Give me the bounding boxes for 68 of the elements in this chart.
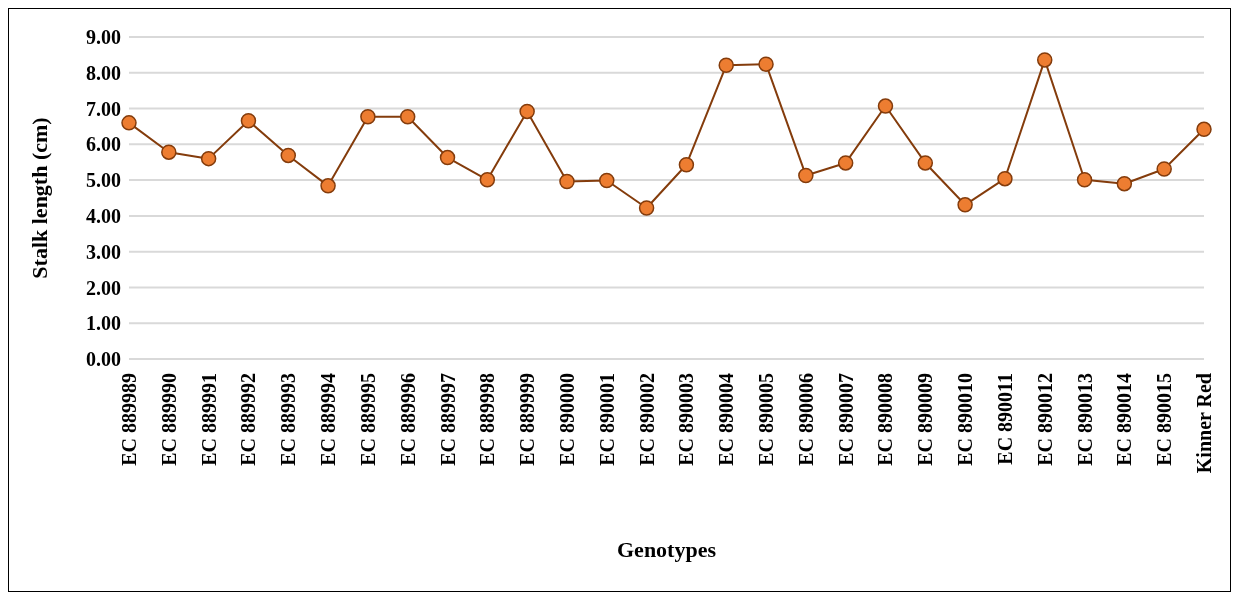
point	[599, 172, 615, 189]
point	[479, 172, 496, 188]
y-tick-label: 9.00	[86, 26, 121, 49]
point	[877, 98, 894, 114]
point	[798, 167, 814, 184]
x-tick-label: EC 890013	[1073, 373, 1096, 466]
point	[240, 112, 257, 129]
point	[320, 178, 336, 194]
y-tick-label: 4.00	[86, 204, 121, 227]
y-axis-title: Stalk length (cm)	[26, 117, 52, 279]
x-tick-label: EC 890008	[874, 373, 897, 466]
point	[1196, 121, 1212, 138]
y-tick-label: 2.00	[86, 276, 121, 299]
x-tick-label: EC 889995	[356, 373, 379, 466]
x-tick-label: EC 889992	[237, 373, 260, 466]
point	[1036, 52, 1053, 68]
x-tick-label: EC 890005	[755, 373, 778, 466]
x-tick-label: EC 889999	[516, 373, 539, 466]
point	[161, 144, 177, 160]
y-tick-label: 0.00	[86, 348, 121, 371]
point	[957, 197, 973, 213]
y-tick-label: 1.00	[86, 312, 121, 335]
x-tick-label: EC 890001	[595, 373, 618, 466]
point	[997, 170, 1013, 187]
x-tick-label: EC 890006	[794, 373, 817, 466]
y-tick-label: 5.00	[86, 169, 121, 192]
x-tick-label: EC 889998	[476, 373, 499, 466]
x-tick-label: EC 890000	[555, 373, 578, 466]
point	[360, 109, 376, 125]
y-tick-label: 3.00	[86, 240, 121, 263]
x-tick-label: EC 890002	[635, 373, 658, 466]
x-tick-label: EC 890009	[914, 373, 937, 466]
x-axis-title: Genotypes	[617, 537, 717, 562]
point	[439, 149, 456, 166]
y-tick-label: 7.00	[86, 97, 121, 120]
x-tick-label: EC 889993	[277, 373, 300, 466]
point	[638, 200, 655, 216]
point	[1156, 161, 1172, 177]
x-tick-label: EC 890007	[834, 373, 857, 466]
point	[280, 147, 297, 164]
point	[917, 155, 934, 171]
x-tick-label: EC 890011	[993, 373, 1016, 465]
point	[200, 150, 217, 167]
point	[758, 56, 774, 72]
point	[121, 115, 137, 131]
x-tick-label: EC 889994	[317, 373, 340, 466]
x-tick-label: EC 889989	[118, 373, 140, 466]
point	[718, 57, 734, 74]
point	[1076, 172, 1093, 188]
point	[559, 173, 575, 190]
x-tick-label: EC 890003	[675, 373, 698, 466]
x-tick-label: EC 890010	[954, 373, 977, 466]
point	[1116, 175, 1133, 192]
x-tick-label: Kinner Red	[1193, 373, 1215, 474]
point	[678, 156, 695, 173]
y-tick-label: 8.00	[86, 61, 121, 84]
y-tick-label: 6.00	[86, 133, 121, 156]
point	[837, 155, 854, 171]
x-tick-label: EC 889997	[436, 373, 459, 466]
x-tick-label: EC 889996	[396, 373, 419, 466]
point	[399, 109, 416, 125]
x-tick-label: EC 890012	[1033, 373, 1056, 466]
x-tick-label: EC 890014	[1113, 373, 1136, 466]
x-tick-label: EC 889990	[157, 373, 180, 466]
x-tick-label: EC 890015	[1153, 373, 1176, 466]
point	[519, 103, 535, 120]
x-tick-label: EC 889991	[197, 373, 220, 466]
x-tick-label: EC 890004	[715, 373, 738, 466]
